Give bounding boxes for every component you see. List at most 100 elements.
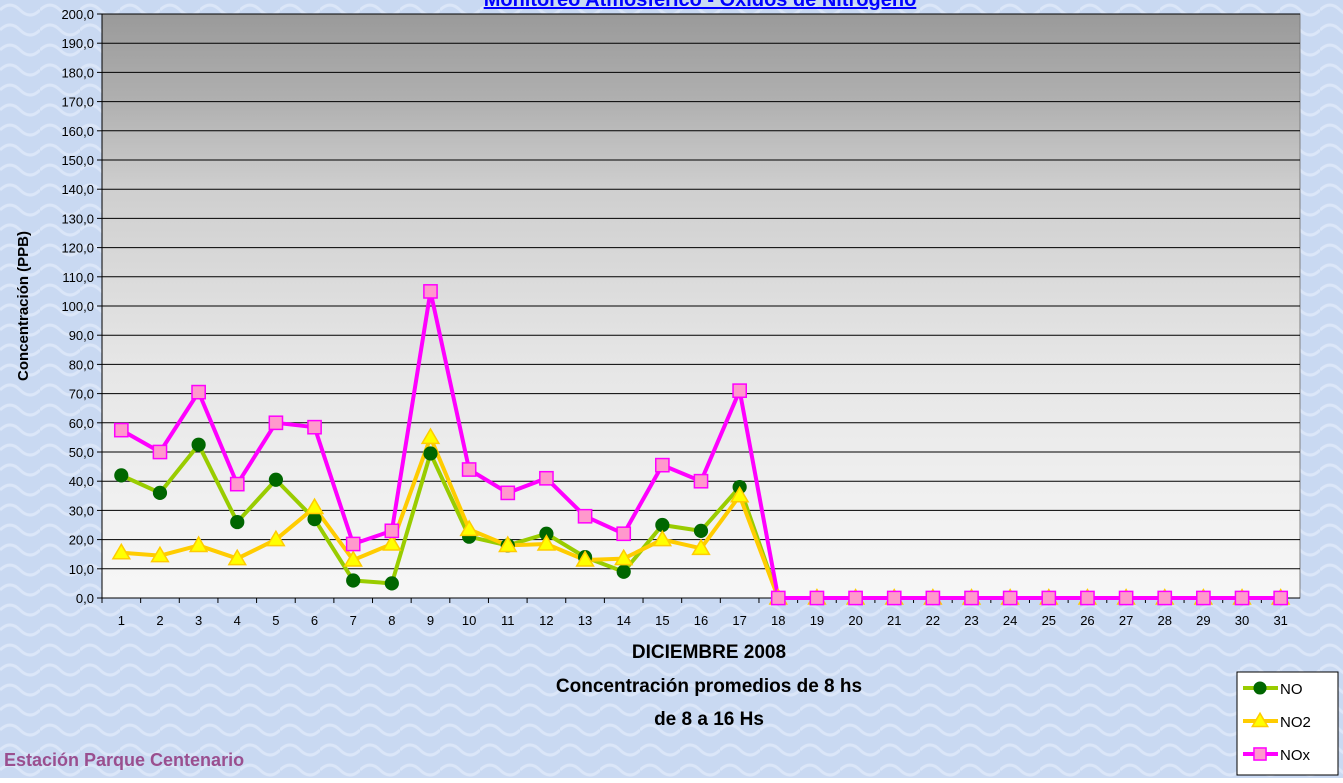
y-tick-label: 10,0 <box>69 562 94 577</box>
chart-title: Monitoreo Atmosférico - Óxidos de Nitróg… <box>484 0 917 11</box>
data-point <box>424 447 437 460</box>
y-tick-label: 150,0 <box>61 153 94 168</box>
data-point <box>192 386 205 399</box>
data-point <box>810 591 823 604</box>
y-tick-label: 170,0 <box>61 95 94 110</box>
y-tick-label: 180,0 <box>61 65 94 80</box>
x-tick-label: 12 <box>539 613 553 628</box>
data-point <box>617 527 630 540</box>
x-tick-label: 3 <box>195 613 202 628</box>
y-tick-label: 120,0 <box>61 241 94 256</box>
legend-marker <box>1254 748 1266 760</box>
data-point <box>115 424 128 437</box>
data-point <box>153 445 166 458</box>
data-point <box>385 524 398 537</box>
y-tick-label: 60,0 <box>69 416 94 431</box>
x-tick-label: 7 <box>350 613 357 628</box>
x-tick-label: 8 <box>388 613 395 628</box>
y-tick-label: 110,0 <box>62 270 94 285</box>
data-point <box>1081 591 1094 604</box>
y-tick-label: 190,0 <box>61 36 94 51</box>
x-tick-label: 30 <box>1235 613 1249 628</box>
data-point <box>269 416 282 429</box>
y-tick-label: 40,0 <box>69 474 94 489</box>
data-point <box>231 515 244 528</box>
data-point <box>849 591 862 604</box>
x-tick-label: 18 <box>771 613 785 628</box>
x-axis-label: DICIEMBRE 2008 <box>632 642 786 663</box>
x-axis-label: de 8 a 16 Hs <box>654 709 764 730</box>
data-point <box>153 486 166 499</box>
data-point <box>1042 591 1055 604</box>
y-tick-label: 90,0 <box>69 328 94 343</box>
y-tick-label: 80,0 <box>69 357 94 372</box>
data-point <box>578 510 591 523</box>
data-point <box>656 459 669 472</box>
x-tick-label: 5 <box>272 613 279 628</box>
x-tick-label: 19 <box>810 613 824 628</box>
x-tick-label: 26 <box>1080 613 1094 628</box>
x-tick-label: 13 <box>578 613 592 628</box>
x-tick-label: 1 <box>118 613 125 628</box>
legend-label: NO <box>1280 681 1303 698</box>
data-point <box>694 524 707 537</box>
data-point <box>965 591 978 604</box>
data-point <box>888 591 901 604</box>
data-point <box>347 537 360 550</box>
x-tick-label: 25 <box>1042 613 1056 628</box>
data-point <box>772 591 785 604</box>
y-tick-label: 50,0 <box>69 445 94 460</box>
data-point <box>617 565 630 578</box>
data-point <box>540 472 553 485</box>
x-tick-label: 27 <box>1119 613 1133 628</box>
data-point <box>926 591 939 604</box>
data-point <box>1119 591 1132 604</box>
x-tick-label: 10 <box>462 613 476 628</box>
data-point <box>1197 591 1210 604</box>
x-tick-label: 29 <box>1196 613 1210 628</box>
data-point <box>347 574 360 587</box>
page: {"chart_data": { "type": "line", "title"… <box>0 0 1343 778</box>
data-point <box>694 475 707 488</box>
y-tick-label: 30,0 <box>69 503 94 518</box>
y-tick-label: 160,0 <box>61 124 94 139</box>
y-tick-label: 0,0 <box>76 591 94 606</box>
x-tick-label: 17 <box>732 613 746 628</box>
x-tick-label: 6 <box>311 613 318 628</box>
y-tick-label: 100,0 <box>61 299 94 314</box>
data-point <box>1235 591 1248 604</box>
footer: Estación Parque Centenario <box>4 750 244 770</box>
data-point <box>1004 591 1017 604</box>
x-tick-label: 28 <box>1158 613 1172 628</box>
legend-marker <box>1254 682 1266 694</box>
data-point <box>231 478 244 491</box>
data-point <box>115 469 128 482</box>
x-tick-label: 20 <box>848 613 862 628</box>
data-point <box>269 473 282 486</box>
y-axis-label: Concentración (PPB) <box>15 231 32 381</box>
legend-label: NO2 <box>1280 714 1311 731</box>
x-tick-label: 16 <box>694 613 708 628</box>
x-tick-label: 9 <box>427 613 434 628</box>
x-axis-label: Concentración promedios de 8 hs <box>556 676 862 697</box>
data-point <box>385 577 398 590</box>
data-point <box>308 421 321 434</box>
x-tick-label: 2 <box>156 613 163 628</box>
chart: Monitoreo Atmosférico - Óxidos de Nitróg… <box>0 0 1343 778</box>
data-point <box>192 438 205 451</box>
data-point <box>733 384 746 397</box>
data-point <box>463 463 476 476</box>
y-tick-label: 140,0 <box>61 182 94 197</box>
y-tick-label: 70,0 <box>69 387 94 402</box>
y-tick-label: 200,0 <box>61 7 94 22</box>
x-tick-label: 4 <box>234 613 241 628</box>
x-tick-label: 23 <box>964 613 978 628</box>
data-point <box>1158 591 1171 604</box>
x-tick-label: 31 <box>1273 613 1287 628</box>
x-tick-label: 11 <box>501 613 515 628</box>
x-tick-label: 22 <box>926 613 940 628</box>
y-tick-label: 20,0 <box>69 533 94 548</box>
data-point <box>656 518 669 531</box>
data-point <box>308 513 321 526</box>
x-tick-label: 15 <box>655 613 669 628</box>
